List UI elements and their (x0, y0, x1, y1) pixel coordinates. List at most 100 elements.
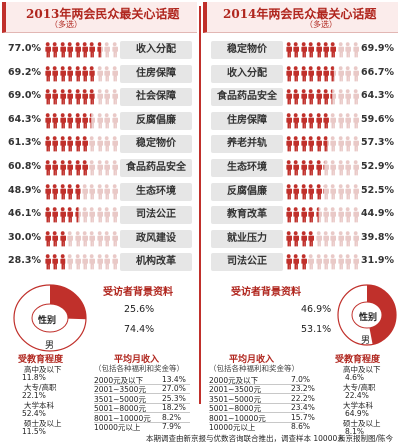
person-icon (300, 160, 307, 176)
income-title-2013: 平均月收入 (114, 355, 160, 365)
topic-people-bar (285, 113, 359, 129)
topic-people-bar (285, 207, 359, 223)
income-item-value: 7.0% (291, 375, 311, 384)
topic-people-bar (285, 89, 359, 105)
person-icon (111, 254, 118, 270)
income-sub-2013: （包括各种福利和奖金等） (94, 364, 184, 373)
person-icon (286, 183, 292, 199)
person-icon (345, 231, 352, 247)
person-icon (52, 207, 59, 223)
person-icon (82, 183, 88, 199)
person-icon (315, 65, 322, 81)
topic-people-bar (44, 160, 118, 176)
income-item-value: 23.2% (291, 384, 315, 394)
topic-label: 司法公正 (120, 206, 192, 225)
person-icon (300, 254, 307, 270)
person-icon (74, 136, 81, 152)
person-icon (96, 183, 103, 199)
person-icon (330, 89, 337, 105)
income-item-label: 2001~3500元 (94, 385, 146, 395)
person-icon (74, 113, 81, 129)
person-icon (104, 89, 111, 105)
title-2014: 2014年两会民众最关心话题 （多选） (203, 2, 398, 33)
person-icon (89, 254, 96, 270)
edu-item-label: 大专/高职 (343, 383, 376, 392)
person-icon (286, 42, 292, 58)
topic-people-bar (44, 136, 118, 152)
person-icon (82, 113, 88, 129)
topic-people-bar (44, 231, 118, 247)
person-icon (96, 254, 103, 270)
income-item-label: 10000元以上 (209, 423, 256, 432)
person-icon (82, 136, 88, 152)
bg-title-2013: 受访者背景资料 (103, 287, 173, 298)
person-icon (111, 65, 118, 81)
income-item-value: 25.3% (162, 393, 186, 403)
center-divider (199, 6, 201, 404)
topic-people-bar (285, 254, 359, 270)
person-icon (45, 207, 51, 223)
income-title-2014: 平均月收入 (229, 355, 275, 365)
person-icon (315, 207, 322, 223)
topic-label: 社会保障 (120, 88, 192, 107)
person-icon (96, 231, 103, 247)
person-icon (315, 183, 322, 199)
income-item-label: 10000元以上 (94, 423, 141, 432)
background-2013: 性别 男 受访者背景资料 25.6% 74.4% 受教育程度 高中及以下 11.8… (2, 278, 197, 436)
topic-percent: 60.8% (8, 161, 41, 172)
edu-item-value: 8.1% (345, 427, 365, 436)
credit: 新京报制图/陈今 (338, 434, 394, 443)
topic-percent: 66.7% (361, 66, 394, 78)
topic-percent: 28.3% (8, 255, 41, 267)
topic-percent: 57.3% (361, 137, 394, 149)
person-icon (300, 113, 307, 129)
person-icon (45, 65, 51, 81)
topic-people-bar (285, 183, 359, 200)
topic-row: 59.6% (203, 111, 398, 130)
topic-label: 收入分配 (120, 41, 192, 59)
person-icon (67, 65, 74, 81)
topic-label: 食品药品安全 (120, 159, 192, 177)
panel-2013: 2013年两会民众最关心话题 （多选） 77.0% (2, 2, 197, 272)
person-icon (82, 42, 88, 58)
person-icon (67, 89, 74, 105)
income-item-label: 8001~10000元 (209, 413, 266, 423)
person-icon (52, 160, 59, 176)
topic-row: 77.0% (2, 41, 197, 59)
person-icon (293, 160, 300, 176)
topic-label: 反腐倡廉 (211, 182, 283, 201)
table-separator (209, 393, 305, 395)
edu-item-label: 硕士及以上 (343, 419, 381, 428)
topic-row: 60.8% (2, 159, 197, 177)
person-icon (104, 231, 111, 247)
topic-row: 61.3% (2, 135, 197, 154)
person-icon (67, 113, 74, 129)
person-icon (82, 254, 88, 270)
person-icon (293, 231, 300, 247)
table-separator (94, 393, 190, 395)
gender-donut-2013 (13, 284, 87, 352)
person-icon (308, 113, 315, 129)
edu-item-value: 11.5% (22, 427, 46, 436)
person-icon (52, 89, 59, 105)
topic-people-bar (44, 42, 118, 58)
person-icon (308, 231, 315, 247)
person-icon (300, 89, 307, 105)
title-2013-tag: （多选） (50, 20, 82, 29)
person-icon (330, 160, 337, 176)
person-icon (300, 65, 307, 81)
topic-row: 48.9% (2, 182, 197, 201)
footer-note: 本期调查由新京报与优数咨询联合推出，调查样本 10000人 (146, 434, 345, 443)
income-item-value: 23.4% (291, 403, 315, 413)
person-icon (74, 65, 81, 81)
person-icon (74, 231, 81, 247)
person-icon (111, 113, 118, 129)
edu-item-value: 11.8% (22, 373, 46, 382)
person-icon (330, 207, 337, 223)
topic-percent: 64.3% (8, 113, 41, 125)
topic-percent: 48.9% (8, 184, 41, 196)
person-icon (345, 207, 352, 223)
person-icon (323, 136, 329, 152)
person-icon (52, 254, 59, 270)
